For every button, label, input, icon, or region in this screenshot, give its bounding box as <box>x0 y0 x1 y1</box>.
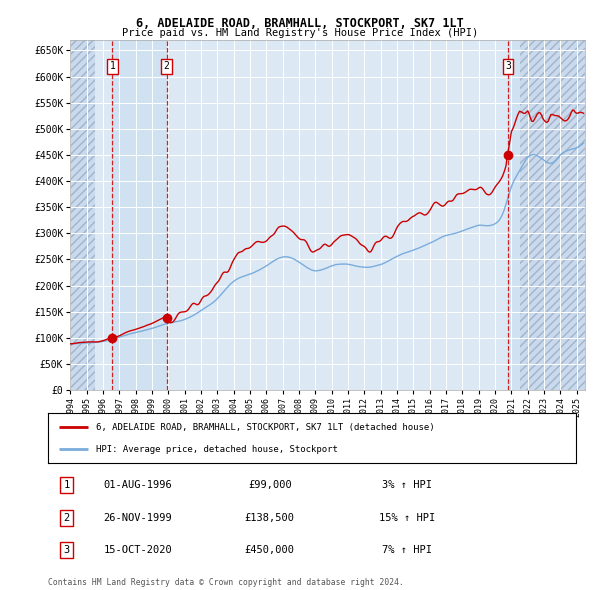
Text: 3% ↑ HPI: 3% ↑ HPI <box>382 480 432 490</box>
Bar <box>520 40 585 390</box>
Text: 01-AUG-1996: 01-AUG-1996 <box>103 480 172 490</box>
Text: £138,500: £138,500 <box>245 513 295 523</box>
Text: 15-OCT-2020: 15-OCT-2020 <box>103 545 172 555</box>
Text: HPI: Average price, detached house, Stockport: HPI: Average price, detached house, Stoc… <box>95 445 337 454</box>
Text: 7% ↑ HPI: 7% ↑ HPI <box>382 545 432 555</box>
Text: 1: 1 <box>109 61 115 71</box>
Text: Price paid vs. HM Land Registry's House Price Index (HPI): Price paid vs. HM Land Registry's House … <box>122 28 478 38</box>
Bar <box>70 40 95 390</box>
Text: 1: 1 <box>64 480 70 490</box>
Text: 2: 2 <box>64 513 70 523</box>
Bar <box>112 40 167 390</box>
Bar <box>508 40 520 390</box>
Text: 26-NOV-1999: 26-NOV-1999 <box>103 513 172 523</box>
Text: £99,000: £99,000 <box>248 480 292 490</box>
Text: 3: 3 <box>64 545 70 555</box>
Text: 6, ADELAIDE ROAD, BRAMHALL, STOCKPORT, SK7 1LT: 6, ADELAIDE ROAD, BRAMHALL, STOCKPORT, S… <box>136 17 464 30</box>
Text: 2: 2 <box>164 61 170 71</box>
Text: 3: 3 <box>505 61 511 71</box>
Text: Contains HM Land Registry data © Crown copyright and database right 2024.: Contains HM Land Registry data © Crown c… <box>48 578 404 587</box>
Text: 15% ↑ HPI: 15% ↑ HPI <box>379 513 435 523</box>
Text: £450,000: £450,000 <box>245 545 295 555</box>
Text: 6, ADELAIDE ROAD, BRAMHALL, STOCKPORT, SK7 1LT (detached house): 6, ADELAIDE ROAD, BRAMHALL, STOCKPORT, S… <box>95 422 434 431</box>
